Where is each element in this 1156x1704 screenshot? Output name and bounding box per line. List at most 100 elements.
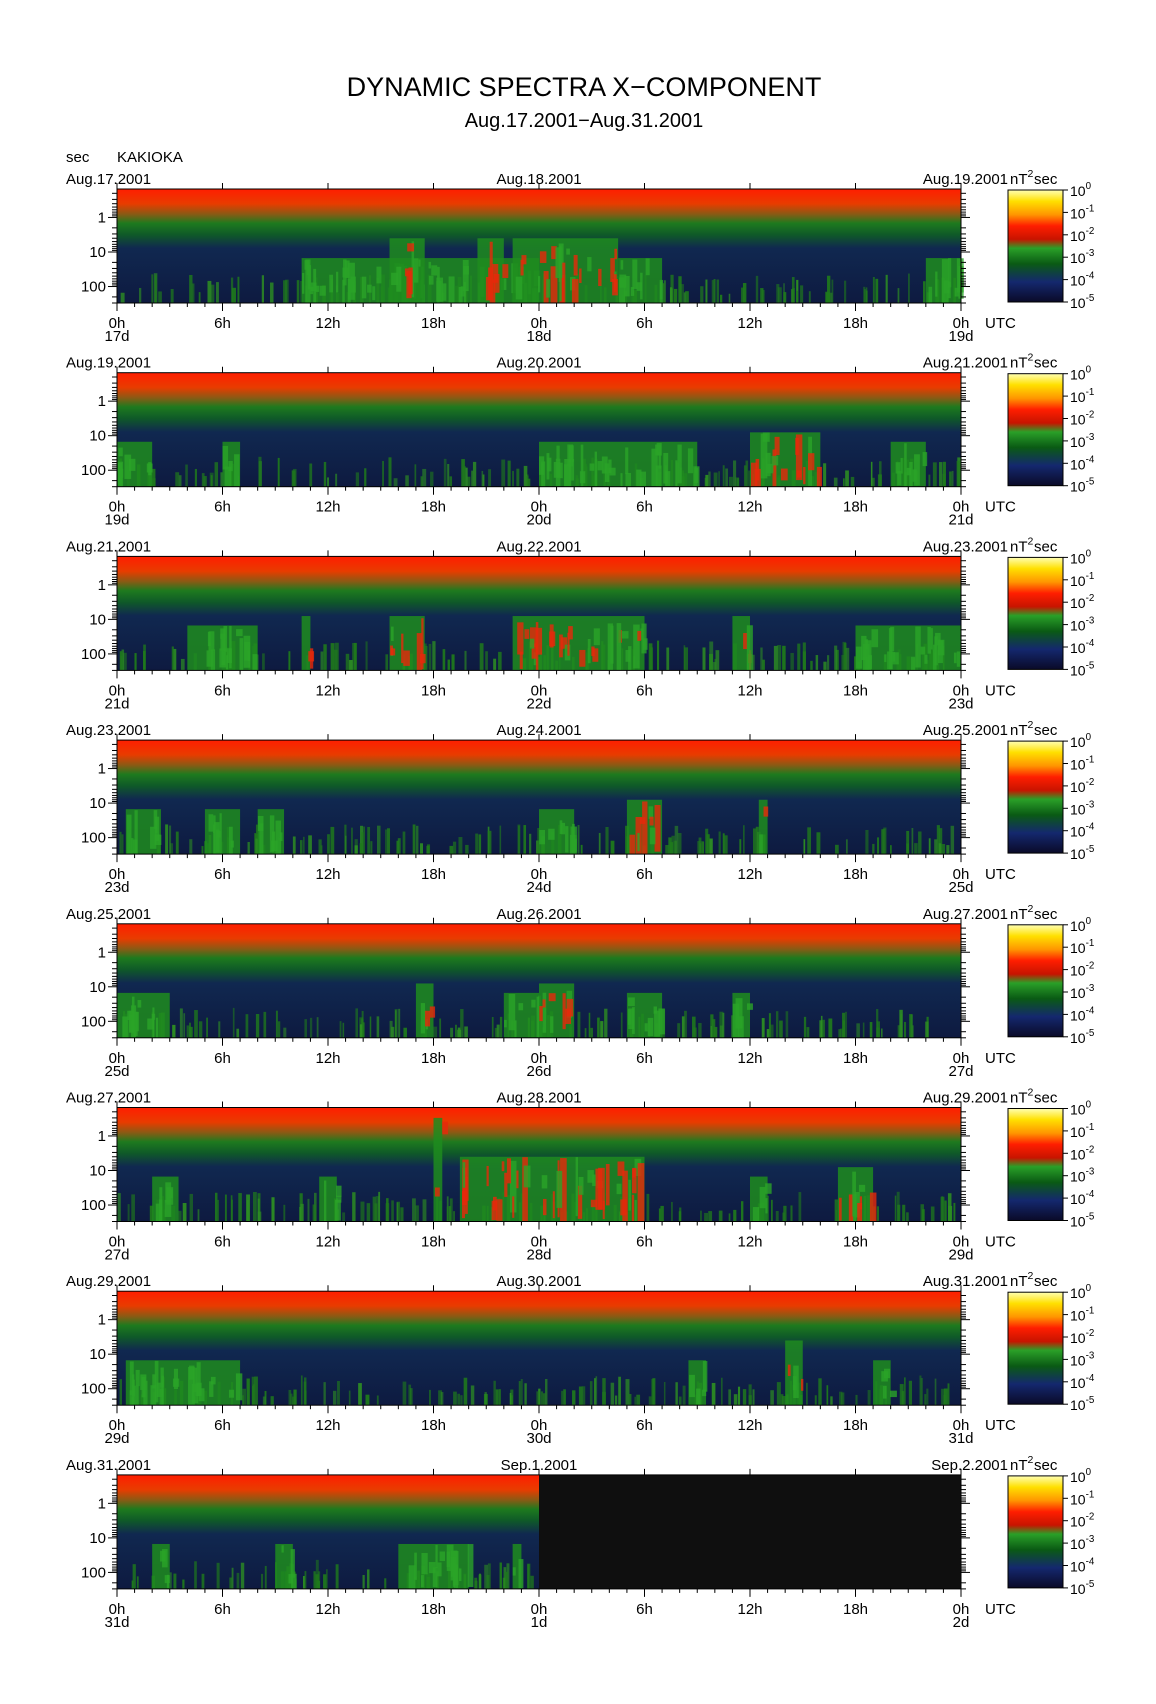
activity-event — [512, 1543, 522, 1589]
noise-streak — [936, 825, 940, 855]
noise-streak — [342, 1212, 346, 1222]
noise-streak — [700, 286, 704, 303]
noise-streak — [180, 658, 185, 671]
chart-title: DYNAMIC SPECTRA X−COMPONENT — [347, 72, 822, 102]
noise-streak — [194, 468, 197, 487]
colorbar-tick-label: 10-2 — [1070, 777, 1094, 795]
activity-streak — [361, 276, 367, 299]
colorbar-tick-label: 10-5 — [1070, 844, 1095, 862]
activity-streak — [616, 1183, 622, 1195]
activity-streak — [848, 1194, 854, 1222]
noise-streak — [398, 1008, 401, 1038]
noise-streak — [412, 824, 416, 855]
noise-streak — [545, 1378, 548, 1406]
noise-streak — [748, 1384, 752, 1406]
noise-streak — [872, 843, 875, 855]
noise-streak — [495, 1389, 499, 1406]
noise-streak — [755, 275, 759, 303]
x-tick-label: 6h — [214, 1417, 231, 1434]
panel-end-date: Aug.27.2001 — [923, 906, 1008, 923]
activity-streak — [323, 1180, 327, 1222]
activity-streak — [956, 651, 961, 667]
activity-streak — [935, 271, 938, 297]
noise-streak — [119, 651, 123, 671]
noise-streak — [258, 456, 262, 487]
activity-streak — [342, 279, 345, 303]
noise-streak — [474, 1580, 478, 1589]
activity-streak — [411, 241, 415, 298]
activity-streak — [288, 1574, 294, 1584]
day-label: 23d — [948, 695, 973, 712]
noise-streak — [149, 1205, 154, 1222]
activity-streak — [228, 460, 233, 472]
noise-streak — [956, 460, 960, 487]
activity-streak — [154, 1360, 159, 1403]
noise-streak — [588, 1012, 591, 1038]
noise-streak — [580, 844, 583, 855]
y-tick-label: 10 — [89, 428, 106, 445]
colorbar-unit-label: nT2 — [1010, 1454, 1034, 1474]
activity-streak — [751, 462, 758, 487]
noise-streak — [692, 1016, 696, 1038]
activity-streak — [491, 1200, 498, 1221]
noise-streak — [856, 1023, 860, 1038]
activity-streak — [164, 1199, 172, 1217]
colorbar-unit-suffix: sec — [1034, 171, 1058, 188]
activity-streak — [135, 1369, 140, 1387]
activity-streak — [920, 646, 926, 655]
noise-streak — [872, 277, 875, 303]
x-tick-label: 18h — [421, 315, 446, 332]
colorbar-unit-suffix: sec — [1034, 722, 1058, 739]
x-tick-label: 18h — [843, 499, 868, 516]
noise-streak — [183, 1013, 186, 1038]
noise-streak — [610, 840, 615, 855]
activity-streak — [592, 1174, 596, 1187]
noise-streak — [224, 1194, 227, 1222]
noise-streak — [254, 1376, 258, 1406]
activity-streak — [689, 1374, 695, 1398]
day-label: 24d — [526, 879, 551, 896]
activity-streak — [517, 622, 524, 655]
activity-streak — [622, 1170, 628, 1222]
noise-streak — [748, 470, 751, 487]
spectrogram-panels: Aug.17.2001 Aug.18.2001 Aug.19.2001 nT2 sec1… — [66, 168, 1095, 1631]
noise-streak — [359, 1024, 363, 1038]
noise-streak — [127, 1204, 130, 1222]
colorbar — [1007, 924, 1064, 1038]
activity-streak — [637, 630, 642, 641]
activity-streak — [663, 452, 669, 484]
noise-streak — [838, 1029, 841, 1038]
noise-streak — [604, 1008, 608, 1038]
noise-streak — [704, 1212, 709, 1222]
noise-streak — [664, 280, 666, 303]
activity-streak — [189, 1365, 195, 1380]
noise-streak — [628, 1394, 632, 1406]
activity-streak — [747, 1003, 753, 1010]
activity-streak — [579, 649, 586, 667]
y-tick-label: 100 — [81, 462, 106, 479]
activity-streak — [625, 472, 631, 487]
noise-streak — [387, 828, 391, 855]
activity-streak — [126, 814, 132, 855]
colorbar — [1007, 740, 1064, 854]
noise-streak — [175, 472, 180, 487]
noise-streak — [650, 646, 653, 671]
colorbar-unit-label: nT2 — [1010, 903, 1034, 923]
activity-streak — [514, 1020, 517, 1037]
colorbar-tick-label: 100 — [1070, 1283, 1092, 1301]
noise-streak — [762, 659, 765, 671]
activity-streak — [937, 640, 943, 664]
activity-streak — [759, 834, 763, 855]
noise-streak — [828, 1018, 833, 1038]
activity-streak — [665, 471, 671, 487]
noise-streak — [378, 1191, 381, 1222]
noise-streak — [365, 1394, 370, 1406]
colorbar-tick-label: 10-4 — [1070, 638, 1095, 656]
day-label: 29d — [104, 1430, 129, 1447]
noise-streak — [460, 1395, 463, 1406]
noise-streak — [450, 1027, 454, 1038]
noise-streak — [397, 838, 401, 855]
activity-streak — [213, 815, 216, 855]
noise-streak — [486, 1575, 490, 1589]
noise-streak — [720, 1377, 723, 1406]
